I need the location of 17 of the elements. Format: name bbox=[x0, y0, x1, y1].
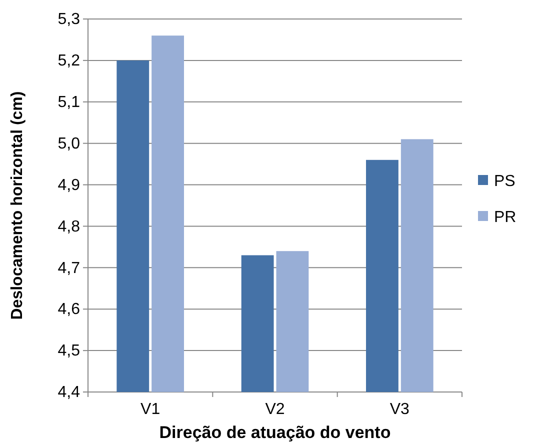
y-tick-label: 5,1 bbox=[58, 94, 80, 112]
y-axis-title: Deslocamento horizontal (cm) bbox=[9, 91, 26, 320]
y-tick-label: 4,5 bbox=[58, 342, 80, 360]
y-tick-label: 4,4 bbox=[58, 384, 80, 402]
y-tick-label: 4,9 bbox=[58, 176, 80, 194]
x-axis-title: Direção de atuação do vento bbox=[159, 423, 391, 442]
y-tick-label: 5,2 bbox=[58, 52, 80, 70]
x-tick-label: V3 bbox=[390, 401, 410, 418]
y-tick-label: 4,8 bbox=[58, 218, 80, 236]
x-tick-label: V2 bbox=[265, 401, 285, 418]
y-tick-label: 4,7 bbox=[58, 260, 80, 277]
y-tick-label: 5,3 bbox=[58, 11, 80, 28]
y-tick-label: 5,0 bbox=[58, 135, 80, 152]
legend-label: PR bbox=[494, 209, 516, 226]
x-tick-label: V1 bbox=[140, 401, 160, 418]
legend-label: PS bbox=[494, 173, 516, 190]
y-tick-label: 4,6 bbox=[58, 301, 80, 318]
